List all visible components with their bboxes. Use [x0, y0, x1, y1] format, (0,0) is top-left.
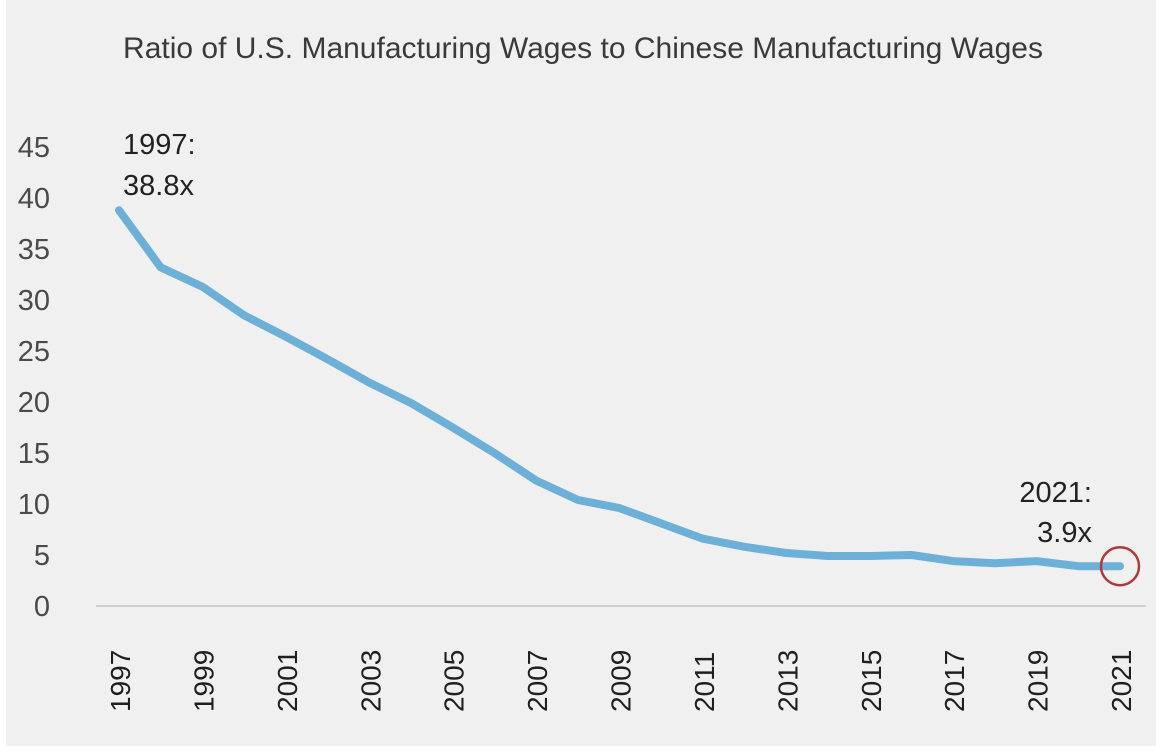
x-axis-ticks: 1997 1999 2001 2003 2005 2007 2009 2011 2013 2015… — [105, 650, 1137, 712]
x-tick-label: 2009 — [606, 650, 637, 712]
y-axis-ticks: 0 5 10 15 20 25 30 35 40 45 — [18, 132, 50, 623]
annotation-year: 2021: — [1019, 477, 1092, 509]
x-tick-label: 2005 — [439, 650, 470, 712]
y-tick-label: 30 — [18, 285, 50, 317]
annotation-value: 3.9x — [1037, 517, 1092, 549]
x-tick-label: 2021 — [1106, 650, 1137, 712]
x-tick-label: 2013 — [772, 650, 803, 712]
x-tick-label: 2015 — [856, 650, 887, 712]
series-line — [115, 206, 1124, 571]
y-tick-label: 10 — [18, 489, 50, 521]
chart: Ratio of U.S. Manufacturing Wages to Chi… — [6, 0, 1156, 746]
x-tick-label: 2001 — [272, 650, 303, 712]
chart-title: Ratio of U.S. Manufacturing Wages to Chi… — [123, 32, 1043, 65]
x-tick-label: 1999 — [188, 650, 219, 712]
annotations-layer: 1997: 38.8x 2021: 3.9x — [123, 129, 1141, 587]
y-tick-label: 20 — [18, 387, 50, 419]
x-tick-label: 2011 — [689, 652, 720, 712]
line-chart-svg: Ratio of U.S. Manufacturing Wages to Chi… — [18, 32, 1146, 712]
y-tick-label: 35 — [18, 234, 50, 266]
x-tick-label: 2017 — [939, 650, 970, 712]
y-tick-label: 25 — [18, 336, 50, 368]
x-tick-label: 2019 — [1023, 650, 1054, 712]
y-tick-label: 0 — [34, 591, 50, 623]
y-tick-label: 45 — [18, 132, 50, 164]
x-tick-label: 1997 — [105, 650, 136, 712]
x-tick-label: 2003 — [355, 650, 386, 712]
y-tick-label: 15 — [18, 438, 50, 470]
y-tick-label: 40 — [18, 183, 50, 215]
series-layer — [115, 206, 1124, 571]
annotation-year: 1997: — [123, 129, 196, 161]
annotation-value: 38.8x — [123, 170, 194, 202]
x-tick-label: 2007 — [522, 650, 553, 712]
y-tick-label: 5 — [34, 540, 50, 572]
highlight-circle — [1099, 545, 1141, 587]
